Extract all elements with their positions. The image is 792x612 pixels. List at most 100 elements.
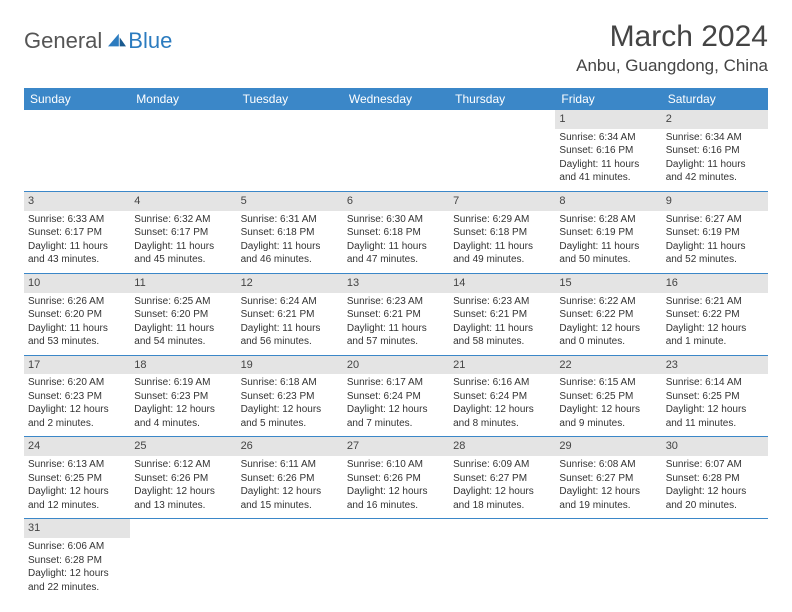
calendar-cell: 20Sunrise: 6:17 AMSunset: 6:24 PMDayligh… xyxy=(343,355,449,437)
day-number: 26 xyxy=(237,437,343,456)
daylight-text-2: and 8 minutes. xyxy=(453,417,551,431)
calendar-cell: 12Sunrise: 6:24 AMSunset: 6:21 PMDayligh… xyxy=(237,273,343,355)
sunrise-text: Sunrise: 6:20 AM xyxy=(28,376,126,390)
calendar-row: 17Sunrise: 6:20 AMSunset: 6:23 PMDayligh… xyxy=(24,355,768,437)
sunrise-text: Sunrise: 6:07 AM xyxy=(666,458,764,472)
calendar-row: 1Sunrise: 6:34 AMSunset: 6:16 PMDaylight… xyxy=(24,110,768,191)
calendar-cell: 21Sunrise: 6:16 AMSunset: 6:24 PMDayligh… xyxy=(449,355,555,437)
calendar-cell xyxy=(130,110,236,191)
sunrise-text: Sunrise: 6:21 AM xyxy=(666,295,764,309)
daylight-text-2: and 56 minutes. xyxy=(241,335,339,349)
calendar-cell: 2Sunrise: 6:34 AMSunset: 6:16 PMDaylight… xyxy=(662,110,768,191)
daylight-text-2: and 16 minutes. xyxy=(347,499,445,513)
day-number: 3 xyxy=(24,192,130,211)
sunrise-text: Sunrise: 6:13 AM xyxy=(28,458,126,472)
sunset-text: Sunset: 6:26 PM xyxy=(347,472,445,486)
day-number: 6 xyxy=(343,192,449,211)
day-number: 15 xyxy=(555,274,661,293)
daylight-text-2: and 49 minutes. xyxy=(453,253,551,267)
calendar-cell: 30Sunrise: 6:07 AMSunset: 6:28 PMDayligh… xyxy=(662,437,768,519)
sunset-text: Sunset: 6:18 PM xyxy=(241,226,339,240)
daylight-text: Daylight: 12 hours xyxy=(28,485,126,499)
calendar-cell: 7Sunrise: 6:29 AMSunset: 6:18 PMDaylight… xyxy=(449,191,555,273)
day-number: 21 xyxy=(449,356,555,375)
sunrise-text: Sunrise: 6:10 AM xyxy=(347,458,445,472)
daylight-text-2: and 52 minutes. xyxy=(666,253,764,267)
sunrise-text: Sunrise: 6:08 AM xyxy=(559,458,657,472)
calendar-row: 10Sunrise: 6:26 AMSunset: 6:20 PMDayligh… xyxy=(24,273,768,355)
sail-icon xyxy=(106,32,128,50)
daylight-text-2: and 53 minutes. xyxy=(28,335,126,349)
day-number: 10 xyxy=(24,274,130,293)
daylight-text: Daylight: 12 hours xyxy=(666,485,764,499)
calendar-body: 1Sunrise: 6:34 AMSunset: 6:16 PMDaylight… xyxy=(24,110,768,600)
calendar-cell: 29Sunrise: 6:08 AMSunset: 6:27 PMDayligh… xyxy=(555,437,661,519)
calendar-cell xyxy=(449,519,555,600)
calendar-cell xyxy=(343,110,449,191)
calendar-cell: 10 Sunrise: 6:26 AMSunset: 6:20 PMDayligh… xyxy=(24,273,130,355)
logo-text-general: General xyxy=(24,28,102,54)
sunset-text: Sunset: 6:22 PM xyxy=(666,308,764,322)
day-number: 11 xyxy=(130,274,236,293)
day-number: 5 xyxy=(237,192,343,211)
calendar-cell: 8Sunrise: 6:28 AMSunset: 6:19 PMDaylight… xyxy=(555,191,661,273)
calendar-cell: 24Sunrise: 6:13 AMSunset: 6:25 PMDayligh… xyxy=(24,437,130,519)
calendar-cell xyxy=(555,519,661,600)
daylight-text: Daylight: 11 hours xyxy=(347,240,445,254)
sunset-text: Sunset: 6:20 PM xyxy=(28,308,126,322)
calendar-cell: 4Sunrise: 6:32 AMSunset: 6:17 PMDaylight… xyxy=(130,191,236,273)
daylight-text: Daylight: 11 hours xyxy=(241,322,339,336)
calendar-cell: 9Sunrise: 6:27 AMSunset: 6:19 PMDaylight… xyxy=(662,191,768,273)
daylight-text-2: and 13 minutes. xyxy=(134,499,232,513)
sunrise-text: Sunrise: 6:23 AM xyxy=(453,295,551,309)
sunrise-text: Sunrise: 6:26 AM xyxy=(28,295,126,309)
col-thursday: Thursday xyxy=(449,88,555,110)
day-number: 13 xyxy=(343,274,449,293)
header-row: Sunday Monday Tuesday Wednesday Thursday… xyxy=(24,88,768,110)
calendar-cell: 1Sunrise: 6:34 AMSunset: 6:16 PMDaylight… xyxy=(555,110,661,191)
day-number: 28 xyxy=(449,437,555,456)
sunrise-text: Sunrise: 6:29 AM xyxy=(453,213,551,227)
day-number: 2 xyxy=(662,110,768,129)
col-tuesday: Tuesday xyxy=(237,88,343,110)
sunset-text: Sunset: 6:17 PM xyxy=(134,226,232,240)
month-title: March 2024 xyxy=(576,20,768,54)
daylight-text-2: and 18 minutes. xyxy=(453,499,551,513)
daylight-text: Daylight: 11 hours xyxy=(347,322,445,336)
daylight-text-2: and 41 minutes. xyxy=(559,171,657,185)
daylight-text-2: and 57 minutes. xyxy=(347,335,445,349)
day-number: 29 xyxy=(555,437,661,456)
daylight-text-2: and 47 minutes. xyxy=(347,253,445,267)
daylight-text-2: and 42 minutes. xyxy=(666,171,764,185)
daylight-text: Daylight: 12 hours xyxy=(134,485,232,499)
daylight-text: Daylight: 11 hours xyxy=(241,240,339,254)
sunset-text: Sunset: 6:19 PM xyxy=(666,226,764,240)
calendar-cell: 5Sunrise: 6:31 AMSunset: 6:18 PMDaylight… xyxy=(237,191,343,273)
col-friday: Friday xyxy=(555,88,661,110)
daylight-text: Daylight: 12 hours xyxy=(559,322,657,336)
sunset-text: Sunset: 6:23 PM xyxy=(28,390,126,404)
daylight-text-2: and 0 minutes. xyxy=(559,335,657,349)
sunset-text: Sunset: 6:17 PM xyxy=(28,226,126,240)
daylight-text-2: and 43 minutes. xyxy=(28,253,126,267)
calendar-cell: 11Sunrise: 6:25 AMSunset: 6:20 PMDayligh… xyxy=(130,273,236,355)
day-number: 24 xyxy=(24,437,130,456)
daylight-text: Daylight: 12 hours xyxy=(134,403,232,417)
daylight-text: Daylight: 12 hours xyxy=(453,485,551,499)
daylight-text-2: and 11 minutes. xyxy=(666,417,764,431)
daylight-text-2: and 9 minutes. xyxy=(559,417,657,431)
calendar-cell: 26Sunrise: 6:11 AMSunset: 6:26 PMDayligh… xyxy=(237,437,343,519)
daylight-text: Daylight: 11 hours xyxy=(28,322,126,336)
daylight-text: Daylight: 12 hours xyxy=(559,485,657,499)
daylight-text-2: and 58 minutes. xyxy=(453,335,551,349)
sunset-text: Sunset: 6:18 PM xyxy=(453,226,551,240)
calendar-cell: 31Sunrise: 6:06 AMSunset: 6:28 PMDayligh… xyxy=(24,519,130,600)
calendar-cell: 19Sunrise: 6:18 AMSunset: 6:23 PMDayligh… xyxy=(237,355,343,437)
daylight-text-2: and 5 minutes. xyxy=(241,417,339,431)
daylight-text-2: and 22 minutes. xyxy=(28,581,126,595)
logo: General Blue xyxy=(24,28,172,54)
sunrise-text: Sunrise: 6:24 AM xyxy=(241,295,339,309)
daylight-text: Daylight: 11 hours xyxy=(559,158,657,172)
daylight-text: Daylight: 12 hours xyxy=(28,403,126,417)
day-number: 12 xyxy=(237,274,343,293)
